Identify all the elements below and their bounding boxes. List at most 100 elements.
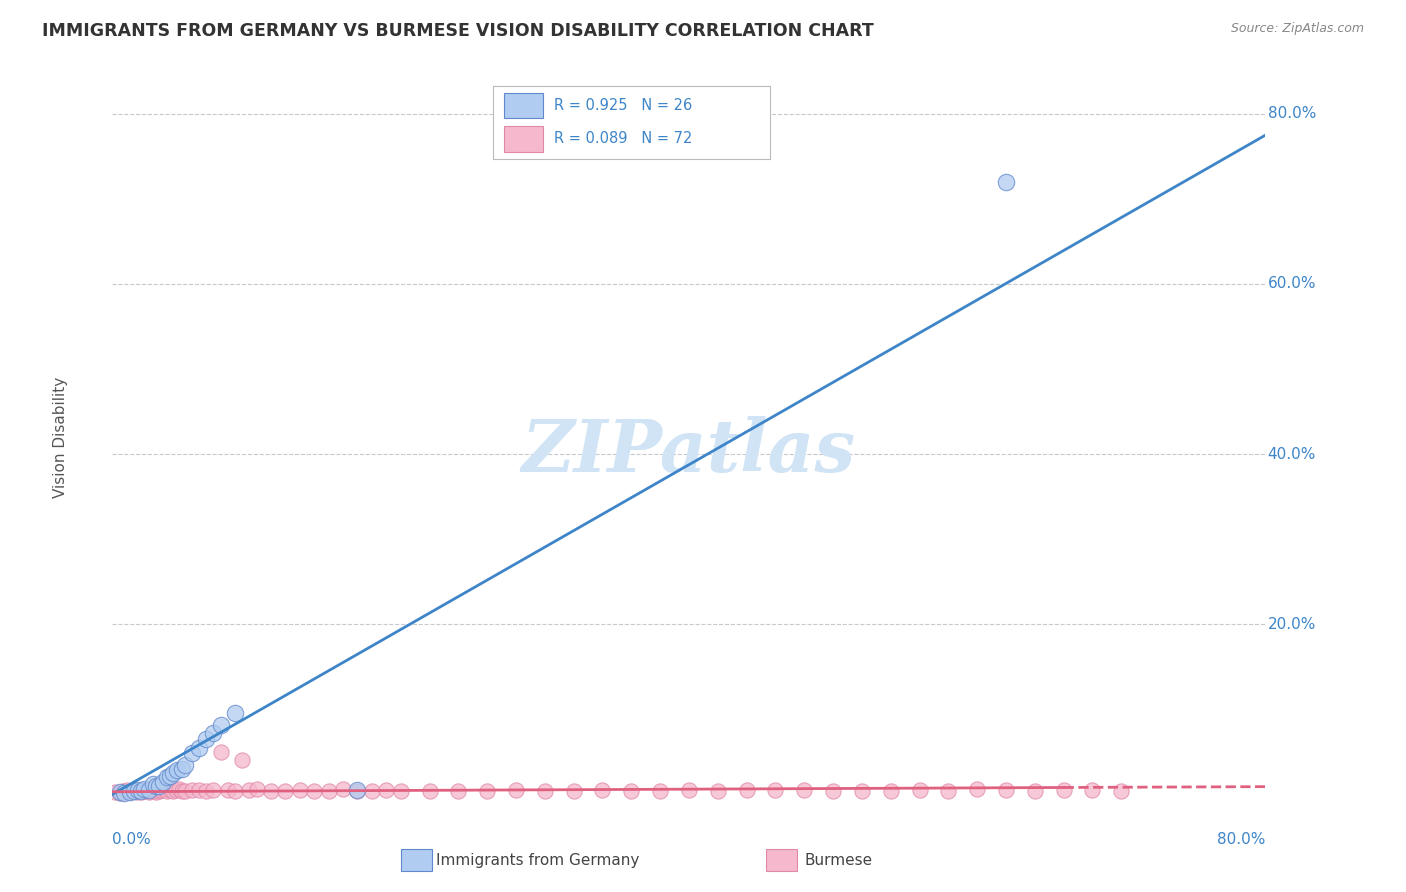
Point (995, 783, 1018, 797)
Point (209, 717, 232, 731)
Point (995, 175, 1018, 189)
Point (129, 784, 153, 798)
Point (620, 784, 643, 798)
Point (170, 784, 193, 798)
Text: Immigrants from Germany: Immigrants from Germany (436, 854, 640, 868)
Text: Vision Disability: Vision Disability (53, 376, 67, 498)
Point (122, 784, 145, 798)
Point (165, 783, 187, 797)
Point (318, 784, 340, 798)
Point (134, 783, 156, 797)
Point (360, 784, 382, 798)
Point (735, 783, 758, 797)
Point (851, 784, 873, 798)
Point (332, 782, 354, 797)
Point (648, 784, 672, 798)
Point (1111, 784, 1133, 798)
Point (304, 784, 326, 798)
Point (145, 785, 167, 799)
Point (148, 784, 170, 798)
Point (121, 784, 143, 798)
Point (108, 785, 131, 799)
Point (821, 784, 844, 798)
Point (195, 784, 218, 798)
Point (167, 782, 190, 797)
Point (346, 784, 368, 798)
Point (162, 784, 184, 798)
Point (122, 783, 145, 797)
Point (217, 783, 239, 797)
Text: R = 0.089   N = 72: R = 0.089 N = 72 (554, 131, 692, 146)
Point (180, 783, 202, 797)
Point (166, 764, 188, 778)
Text: 20.0%: 20.0% (1268, 616, 1316, 632)
Point (150, 783, 173, 797)
Point (108, 786, 131, 800)
Point (111, 784, 134, 798)
Point (118, 785, 141, 799)
Point (170, 762, 193, 776)
Point (156, 784, 179, 798)
Point (447, 784, 470, 798)
Point (1024, 784, 1046, 798)
Point (127, 783, 149, 797)
Text: IMMIGRANTS FROM GERMANY VS BURMESE VISION DISABILITY CORRELATION CHART: IMMIGRANTS FROM GERMANY VS BURMESE VISIO… (42, 22, 875, 40)
Point (793, 783, 815, 797)
Point (966, 782, 988, 797)
Point (104, 785, 127, 799)
Point (188, 740, 211, 755)
Point (375, 783, 398, 797)
Point (112, 786, 135, 800)
Point (706, 784, 728, 798)
Point (419, 784, 441, 798)
Text: 0.0%: 0.0% (112, 832, 152, 847)
Point (238, 783, 260, 797)
Point (908, 783, 931, 797)
Point (173, 757, 195, 772)
Text: Source: ZipAtlas.com: Source: ZipAtlas.com (1230, 22, 1364, 36)
Point (765, 783, 787, 797)
Point (148, 779, 170, 793)
Point (142, 784, 165, 798)
Point (188, 783, 211, 797)
Point (274, 784, 297, 798)
Point (224, 784, 246, 798)
Point (195, 731, 218, 746)
Point (202, 783, 225, 797)
Point (118, 785, 141, 799)
Point (389, 784, 412, 798)
Point (346, 783, 368, 797)
Point (245, 782, 267, 797)
Point (224, 706, 246, 721)
Point (209, 745, 232, 759)
Point (880, 784, 903, 798)
Point (114, 785, 136, 799)
Point (152, 774, 174, 789)
Point (260, 784, 283, 798)
Point (138, 783, 160, 797)
Point (159, 783, 181, 797)
Point (125, 785, 148, 799)
Point (505, 783, 527, 797)
Bar (503, 127, 543, 152)
Point (936, 784, 959, 798)
Point (562, 784, 585, 798)
Text: 80.0%: 80.0% (1268, 106, 1316, 121)
Point (145, 779, 167, 793)
Point (173, 784, 195, 798)
Point (288, 783, 311, 797)
Text: 60.0%: 60.0% (1268, 277, 1316, 292)
Point (136, 784, 159, 798)
Text: Burmese: Burmese (804, 854, 872, 868)
Point (475, 784, 498, 798)
Point (180, 747, 202, 761)
Point (162, 766, 184, 780)
Text: 40.0%: 40.0% (1268, 447, 1316, 461)
Point (159, 768, 181, 782)
Point (533, 784, 555, 798)
Point (127, 784, 149, 798)
Point (678, 783, 700, 797)
Point (592, 783, 614, 797)
Point (153, 782, 176, 797)
Point (134, 782, 156, 797)
